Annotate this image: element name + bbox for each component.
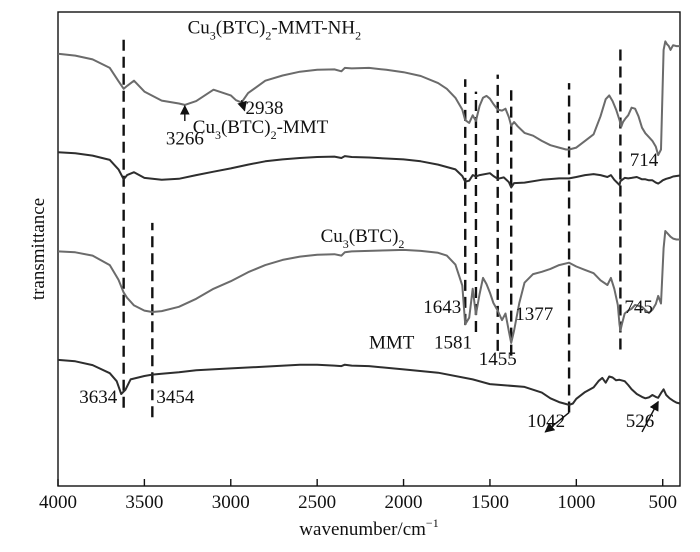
- peak-label-1377: 1377: [515, 304, 553, 325]
- peak-label-714: 714: [630, 150, 659, 171]
- series-label-part: 2: [355, 28, 361, 42]
- series-label-part: 2: [271, 128, 277, 142]
- x-tick-label: 1000: [557, 492, 595, 513]
- series-label-3: MMT: [369, 333, 415, 354]
- series-label-part: MMT: [369, 333, 415, 354]
- peak-label-745: 745: [624, 297, 653, 318]
- x-tick-label: 1500: [471, 492, 509, 513]
- series-label-part: 3: [210, 28, 216, 42]
- series-line-1: [57, 151, 681, 189]
- series-label-part: (BTC): [216, 17, 266, 38]
- peak-label-1042: 1042: [527, 411, 565, 432]
- peak-label-1455: 1455: [479, 349, 517, 370]
- series-label-1: Cu3(BTC)2-MMT: [193, 117, 329, 142]
- series-label-part: Cu: [188, 17, 211, 38]
- peak-label-1581: 1581: [434, 333, 472, 354]
- peak-arrow-2938: [237, 99, 247, 112]
- x-tick-label: 500: [648, 492, 677, 513]
- peak-arrow-1042: [544, 411, 570, 433]
- series-label-2: Cu3(BTC)2: [321, 226, 405, 251]
- spectra: [57, 40, 681, 406]
- x-axis: 4000 3500 3000 2500 2000 1500 1000 500: [39, 479, 677, 513]
- series-line-0: [57, 40, 680, 157]
- y-axis-label: transmittance: [28, 198, 49, 300]
- plot-frame: [57, 11, 681, 487]
- series-label-part: (BTC): [221, 117, 271, 138]
- x-tick-label: 2000: [385, 492, 423, 513]
- x-axis-label: wavenumber/cm−1: [299, 516, 438, 540]
- peak-label-2938: 2938: [245, 98, 283, 119]
- series-label-part: -MMT: [277, 117, 329, 138]
- x-tick-label: 3000: [212, 492, 250, 513]
- curve-labels: Cu3(BTC)2-MMT-NH2Cu3(BTC)2-MMTCu3(BTC)2M…: [188, 17, 415, 353]
- series-label-part: (BTC): [349, 226, 399, 247]
- peak-label-1643: 1643: [423, 297, 461, 318]
- series-line-2: [57, 230, 680, 344]
- series-label-part: Cu: [193, 117, 216, 138]
- series-label-part: 3: [343, 237, 349, 251]
- x-axis-label-text: wavenumber/cm: [299, 519, 426, 540]
- peak-arrow-526: [641, 400, 659, 433]
- x-tick-label: 4000: [39, 492, 77, 513]
- series-label-part: Cu: [321, 226, 344, 247]
- x-tick-label: 2500: [298, 492, 336, 513]
- series-label-part: 2: [265, 28, 271, 42]
- peak-label-3266: 3266: [166, 129, 204, 150]
- x-axis-label-exponent: −1: [426, 516, 439, 530]
- series-label-part: 3: [215, 128, 221, 142]
- x-tick-label: 3500: [125, 492, 163, 513]
- peak-annotations: 3634 3454 3266 2938 1643 1581 1455 1377 1042 526 7…: [79, 98, 659, 433]
- series-label-part: -MMT-NH: [271, 17, 355, 38]
- peak-label-3454: 3454: [156, 387, 195, 408]
- series-line-3: [57, 358, 681, 406]
- series-label-part: 2: [398, 237, 404, 251]
- peak-label-526: 526: [626, 411, 655, 432]
- peak-label-3634: 3634: [79, 387, 118, 408]
- series-label-0: Cu3(BTC)2-MMT-NH2: [188, 17, 362, 42]
